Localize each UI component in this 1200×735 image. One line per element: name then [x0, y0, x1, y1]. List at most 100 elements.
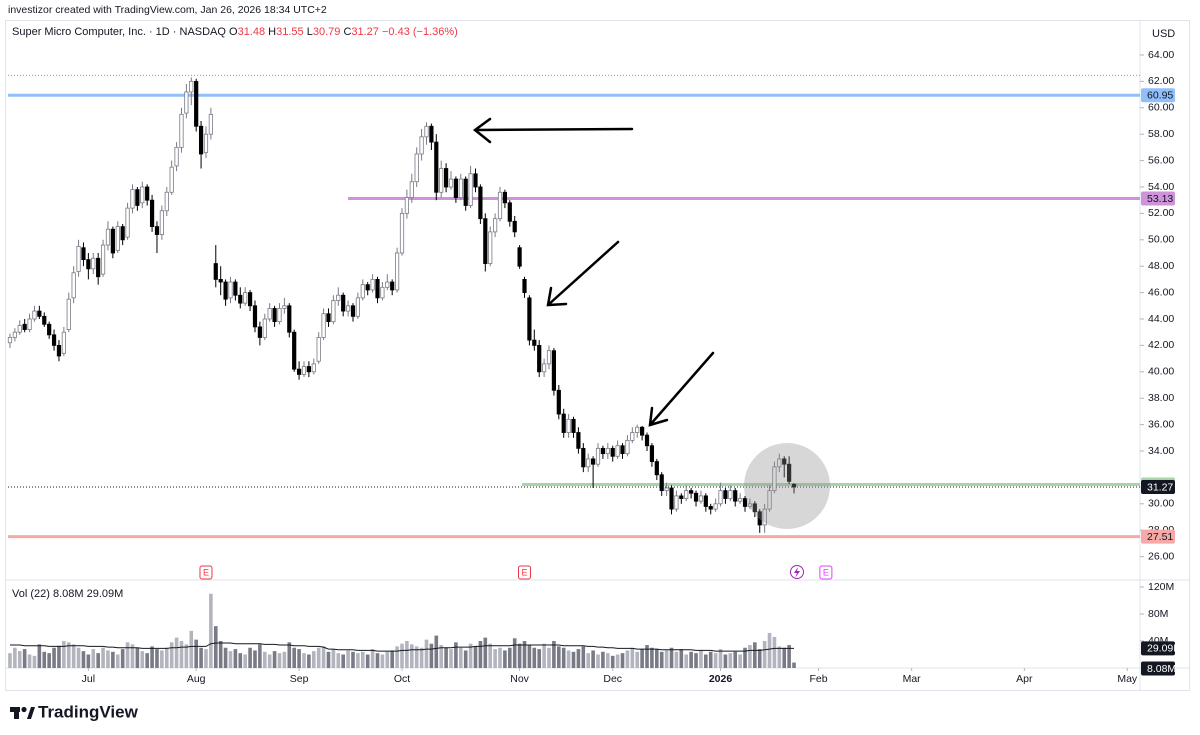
- volume-bar: [385, 651, 390, 668]
- volume-bar: [346, 650, 350, 668]
- volume-bar: [321, 646, 326, 668]
- event-label: E: [823, 567, 829, 577]
- volume-bar: [297, 649, 301, 668]
- candle-body: [733, 490, 738, 502]
- candle-body: [493, 218, 498, 233]
- volume-bar: [351, 651, 355, 668]
- volume-bar: [13, 647, 17, 668]
- candle-body: [478, 186, 483, 220]
- candle-body: [488, 231, 493, 264]
- candle-body: [654, 461, 659, 476]
- candle-body: [591, 458, 596, 465]
- volume-bar: [753, 642, 757, 668]
- candle-body: [762, 508, 767, 526]
- volume-bar: [179, 640, 184, 668]
- candle-body: [649, 445, 655, 462]
- volume-bar: [307, 654, 311, 668]
- highlight-circle: [744, 443, 830, 529]
- level-badge: 60.95: [1147, 90, 1173, 102]
- candle-body: [625, 440, 630, 455]
- volume-bar: [316, 647, 321, 668]
- level-badge-bg: [1141, 191, 1175, 206]
- volume-bar: [444, 647, 448, 668]
- candle-body: [154, 226, 160, 235]
- volume-bar: [537, 649, 542, 668]
- candle-body: [32, 310, 37, 320]
- x-tick-label: Aug: [187, 673, 206, 685]
- volume-bar: [86, 654, 91, 668]
- volume-bar: [762, 640, 767, 668]
- candle-body: [86, 259, 91, 270]
- x-tick-label: 2026: [709, 673, 733, 685]
- volume-bar: [625, 650, 630, 668]
- volume-bar: [76, 647, 81, 668]
- candle-body: [355, 297, 360, 317]
- candle-body: [17, 325, 22, 333]
- volume-bar: [699, 650, 703, 668]
- volume-bar: [792, 662, 796, 668]
- volume-bar: [650, 647, 654, 668]
- volume-bar: [174, 637, 179, 668]
- candle-body: [782, 458, 787, 465]
- candle-body: [439, 168, 444, 193]
- volume-bar: [52, 647, 56, 668]
- candle-body: [684, 490, 689, 499]
- candle-body: [777, 458, 782, 468]
- y-tick-label: 38.00: [1148, 392, 1174, 404]
- volume-bar: [704, 654, 708, 668]
- volume-bar: [189, 630, 194, 668]
- volume-bar: [689, 651, 693, 668]
- candle-body: [610, 447, 615, 457]
- field-value: 31.55: [276, 26, 304, 38]
- candle-body: [772, 466, 777, 492]
- candle-body: [149, 199, 155, 227]
- candle-body: [497, 191, 503, 220]
- candle-body: [703, 495, 708, 507]
- candle-body: [390, 281, 395, 291]
- candle-body: [345, 305, 351, 312]
- field-name: H: [268, 26, 276, 38]
- volume-bar: [723, 654, 728, 668]
- candle-body: [365, 284, 370, 291]
- volume-bar: [694, 653, 698, 668]
- candle-body: [571, 418, 576, 433]
- candle-body: [56, 345, 62, 357]
- legend-line: Super Micro Computer, Inc. · 1D · NASDAQ…: [12, 26, 458, 38]
- candle-body: [708, 506, 713, 510]
- volume-bar: [331, 649, 336, 668]
- candle-body: [174, 146, 179, 167]
- volume-bar: [527, 645, 532, 668]
- candle-body: [723, 490, 728, 499]
- candle-body: [507, 202, 512, 222]
- volume-bar: [360, 651, 365, 668]
- volume-bar: [356, 653, 360, 668]
- candle-body: [282, 305, 287, 309]
- candle-body: [532, 339, 537, 346]
- volume-bar: [145, 653, 149, 668]
- volume-bar: [615, 654, 620, 668]
- volume-bar: [57, 645, 61, 668]
- candle-body: [679, 495, 684, 499]
- volume-bar: [204, 649, 208, 668]
- arrow: [546, 240, 620, 307]
- candle-body: [600, 447, 606, 455]
- volume-bar: [547, 647, 551, 668]
- last-price-badge: 31.27: [1147, 481, 1173, 493]
- y-tick-label: 36.00: [1148, 418, 1174, 430]
- candle-body: [213, 263, 218, 280]
- volume-bar: [713, 653, 718, 668]
- candle-body: [159, 210, 164, 235]
- volume-bar: [718, 649, 723, 668]
- field-value: 31.48: [238, 26, 266, 38]
- candle-body: [179, 113, 184, 148]
- symbol: Super Micro Computer, Inc. · 1D · NASDAQ: [12, 26, 226, 38]
- candle-body: [257, 326, 262, 338]
- y-tick-label: 46.00: [1148, 286, 1174, 298]
- volume-bar: [184, 644, 189, 668]
- candle-body: [605, 447, 610, 455]
- volume-legend: Vol (22) 8.08M 29.09M: [12, 588, 123, 600]
- volume-bar: [777, 646, 782, 668]
- candle-body: [512, 220, 517, 233]
